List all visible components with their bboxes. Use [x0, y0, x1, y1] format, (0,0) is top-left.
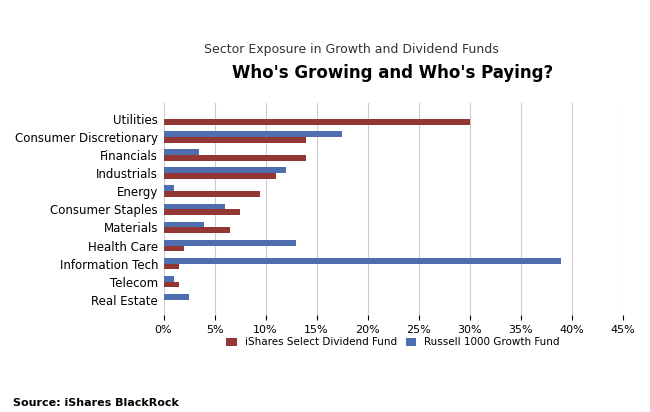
Bar: [164, 258, 562, 264]
Bar: [164, 227, 230, 233]
Bar: [164, 131, 342, 137]
Bar: [164, 276, 174, 282]
Bar: [164, 282, 179, 288]
Bar: [164, 167, 286, 173]
Bar: [164, 264, 179, 269]
Bar: [164, 191, 261, 197]
Text: Sector Exposure in Growth and Dividend Funds: Sector Exposure in Growth and Dividend F…: [203, 43, 499, 56]
Bar: [164, 294, 189, 300]
Bar: [164, 185, 174, 191]
Bar: [164, 173, 276, 179]
Bar: [164, 137, 306, 143]
Bar: [164, 222, 204, 227]
Text: Source: iShares BlackRock: Source: iShares BlackRock: [13, 398, 179, 408]
Bar: [164, 209, 240, 215]
Title: Who's Growing and Who's Paying?: Who's Growing and Who's Paying?: [233, 64, 554, 82]
Legend: iShares Select Dividend Fund, Russell 1000 Growth Fund: iShares Select Dividend Fund, Russell 10…: [226, 337, 560, 347]
Bar: [164, 240, 296, 246]
Bar: [164, 155, 306, 161]
Bar: [164, 246, 184, 251]
Bar: [164, 149, 200, 155]
Bar: [164, 204, 225, 209]
Bar: [164, 119, 469, 125]
